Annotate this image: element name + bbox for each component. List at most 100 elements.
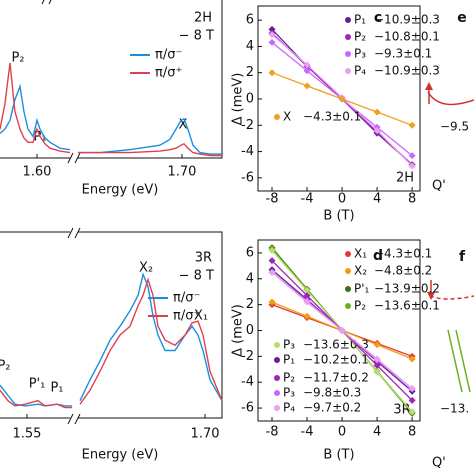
x-tick-label: 1.55 <box>12 427 41 442</box>
y-tick-label: 6 <box>246 245 254 260</box>
data-point <box>303 61 311 69</box>
legend-marker <box>274 390 280 396</box>
data-point <box>303 312 311 320</box>
legend-g-factor: −13.9±0.2 <box>374 282 440 296</box>
panel: 1.55 1.70 Energy (eV) 3R − 8 T X₂ X₁ P₂ P'₁ P₁ π/σ… <box>0 227 223 463</box>
legend-g-factor: −9.7±0.2 <box>303 401 361 415</box>
legend-g-factor: −10.8±0.1 <box>374 30 440 44</box>
legend-name: P₄ <box>354 64 366 78</box>
legend-marker <box>274 405 280 411</box>
data-point <box>373 108 381 116</box>
y-tick-label: 4 <box>246 39 254 54</box>
plot-frame <box>0 231 223 419</box>
data-point <box>268 298 276 306</box>
y-tick-label: 0 <box>246 323 254 338</box>
band-curve <box>427 91 474 106</box>
data-point <box>268 257 276 265</box>
legend-marker <box>345 303 351 309</box>
data-point <box>268 38 276 46</box>
axis-break <box>67 152 74 164</box>
data-point <box>268 25 276 33</box>
panel: -8 -4 0 4 8 B (T) -6 -4 -2 0 2 4 6 Δ (meV) c 2H P₁ −10.9±… <box>231 5 440 224</box>
panel: -8 -4 0 4 8 B (T) -6 -4 -2 0 2 4 6 Δ (meV) d 3R X₁ −4.3±0… <box>231 239 440 463</box>
data-point <box>268 69 276 77</box>
legend-marker <box>274 357 280 363</box>
legend-name: P₄ <box>283 401 295 415</box>
annotation: X₂ <box>139 261 153 276</box>
legend-label: π/σ⁻ <box>173 291 200 306</box>
legend-name: P₂ <box>283 371 295 385</box>
data-point <box>338 95 346 103</box>
annotation: d <box>373 248 383 264</box>
legend-marker <box>274 342 280 348</box>
arrow-head <box>427 292 435 300</box>
legend-marker <box>345 68 351 74</box>
data-point <box>373 341 381 349</box>
y-tick-label: -4 <box>241 375 254 390</box>
data-point <box>373 368 381 376</box>
y-tick-label: 6 <box>246 13 254 28</box>
data-point <box>373 127 381 135</box>
data-point <box>303 286 311 294</box>
panel-label: f <box>459 249 466 265</box>
legend-name: P₃ <box>283 338 295 352</box>
legend-name: X <box>283 110 291 124</box>
x-axis-label: B (T) <box>323 448 354 463</box>
data-point <box>408 396 416 404</box>
x-axis-label: Energy (eV) <box>82 448 159 463</box>
annotation: c <box>374 10 382 26</box>
legend-name: P₃ <box>354 47 366 61</box>
data-point <box>303 67 311 75</box>
legend-marker <box>345 17 351 23</box>
legend-g-factor: −13.6±0.1 <box>374 299 440 313</box>
axis-break <box>74 227 81 239</box>
band-curve <box>429 295 474 300</box>
legend-g-factor: −4.8±0.2 <box>374 264 432 278</box>
energy-label: −13. <box>440 402 469 416</box>
axis-break <box>67 413 74 425</box>
axis-break-gap <box>70 229 78 237</box>
legend-name: P₃ <box>283 386 295 400</box>
data-point <box>268 31 276 39</box>
legend-marker <box>274 114 280 120</box>
data-point <box>408 385 416 393</box>
annotation: P₂ <box>11 51 24 66</box>
annotation: P₁ <box>50 381 63 396</box>
y-tick-label: 2 <box>246 65 254 80</box>
arrow-head <box>425 82 433 90</box>
legend-name: P₂ <box>354 30 366 44</box>
legend-name: X₁ <box>354 247 367 261</box>
legend-g-factor: −10.9±0.3 <box>374 13 440 27</box>
x-tick-label: -8 <box>266 192 279 207</box>
data-point <box>338 327 346 334</box>
x-tick-label: 4 <box>373 192 381 207</box>
axis-break <box>67 227 74 239</box>
annotation: − 8 T <box>179 29 214 44</box>
annotation: X₁ <box>194 309 208 324</box>
y-tick-label: 4 <box>246 271 254 286</box>
legend-g-factor: −9.8±0.3 <box>303 386 361 400</box>
y-tick-label: 0 <box>246 92 254 107</box>
y-tick-label: -2 <box>241 349 254 364</box>
annotation: 2H <box>396 171 414 186</box>
x-tick-label: 4 <box>373 425 381 440</box>
y-tick-label: -6 <box>241 401 254 416</box>
data-point <box>373 361 381 369</box>
spectrum-line <box>0 62 222 157</box>
legend-g-factor: −9.3±0.1 <box>374 47 432 61</box>
annotation: 3R <box>393 403 410 418</box>
axis-break <box>48 0 52 5</box>
axis-break-gap <box>44 0 52 3</box>
x-tick-label: 1.60 <box>22 165 51 180</box>
axis-break-gap <box>70 415 78 423</box>
legend-label: π/σ⁺ <box>155 66 182 81</box>
legend-name: P₁ <box>354 13 366 27</box>
spectrum-line <box>0 83 222 155</box>
data-point <box>408 152 416 160</box>
legend-g-factor: −4.3±0.1 <box>374 247 432 261</box>
annotation: P'₁ <box>29 377 46 392</box>
x-tick-label: 1.70 <box>191 427 220 442</box>
annotation: X <box>179 118 188 133</box>
energy-label: −9.5 <box>440 120 469 134</box>
